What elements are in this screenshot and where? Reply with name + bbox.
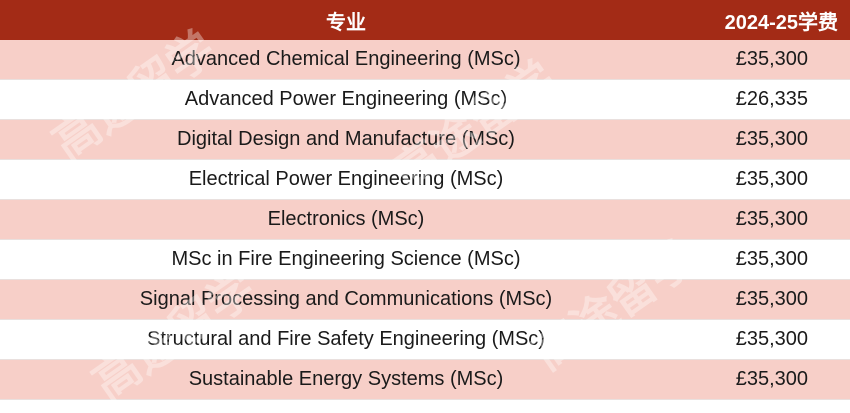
header-program: 专业 <box>326 11 366 34</box>
program-fee: £35,300 <box>735 48 808 70</box>
table-row: Sustainable Energy Systems (MSc) £35,300 <box>0 360 850 400</box>
program-fee: £35,300 <box>735 328 808 350</box>
tuition-fee-table: 专业 2024-25学费 Advanced Chemical Engineeri… <box>0 0 850 400</box>
header-fee: 2024-25学费 <box>724 11 838 34</box>
table-row: Electronics (MSc) £35,300 <box>0 200 850 240</box>
program-fee: £35,300 <box>735 128 808 150</box>
program-name: Sustainable Energy Systems (MSc) <box>188 368 504 390</box>
program-name: Structural and Fire Safety Engineering (… <box>147 328 545 350</box>
table-row: Advanced Chemical Engineering (MSc) £35,… <box>0 40 850 80</box>
program-fee: £35,300 <box>735 248 808 270</box>
table-row: Structural and Fire Safety Engineering (… <box>0 320 850 360</box>
program-fee: £35,300 <box>735 368 808 390</box>
program-fee: £26,335 <box>735 88 808 110</box>
program-name: Signal Processing and Communications (MS… <box>139 288 553 310</box>
table-row: Signal Processing and Communications (MS… <box>0 280 850 320</box>
table-header-row: 专业 2024-25学费 <box>0 0 850 40</box>
program-name: Electrical Power Engineering (MSc) <box>188 168 504 190</box>
program-name: Advanced Power Engineering (MSc) <box>184 88 508 110</box>
table-row: Electrical Power Engineering (MSc) £35,3… <box>0 160 850 200</box>
program-fee: £35,300 <box>735 168 808 190</box>
table-row: MSc in Fire Engineering Science (MSc) £3… <box>0 240 850 280</box>
table-row: Digital Design and Manufacture (MSc) £35… <box>0 120 850 160</box>
program-fee: £35,300 <box>735 208 808 230</box>
program-fee: £35,300 <box>735 288 808 310</box>
program-name: Electronics (MSc) <box>267 208 425 230</box>
program-name: Advanced Chemical Engineering (MSc) <box>171 48 521 70</box>
table-row: Advanced Power Engineering (MSc) £26,335 <box>0 80 850 120</box>
program-name: MSc in Fire Engineering Science (MSc) <box>171 248 521 270</box>
program-name: Digital Design and Manufacture (MSc) <box>177 128 515 150</box>
